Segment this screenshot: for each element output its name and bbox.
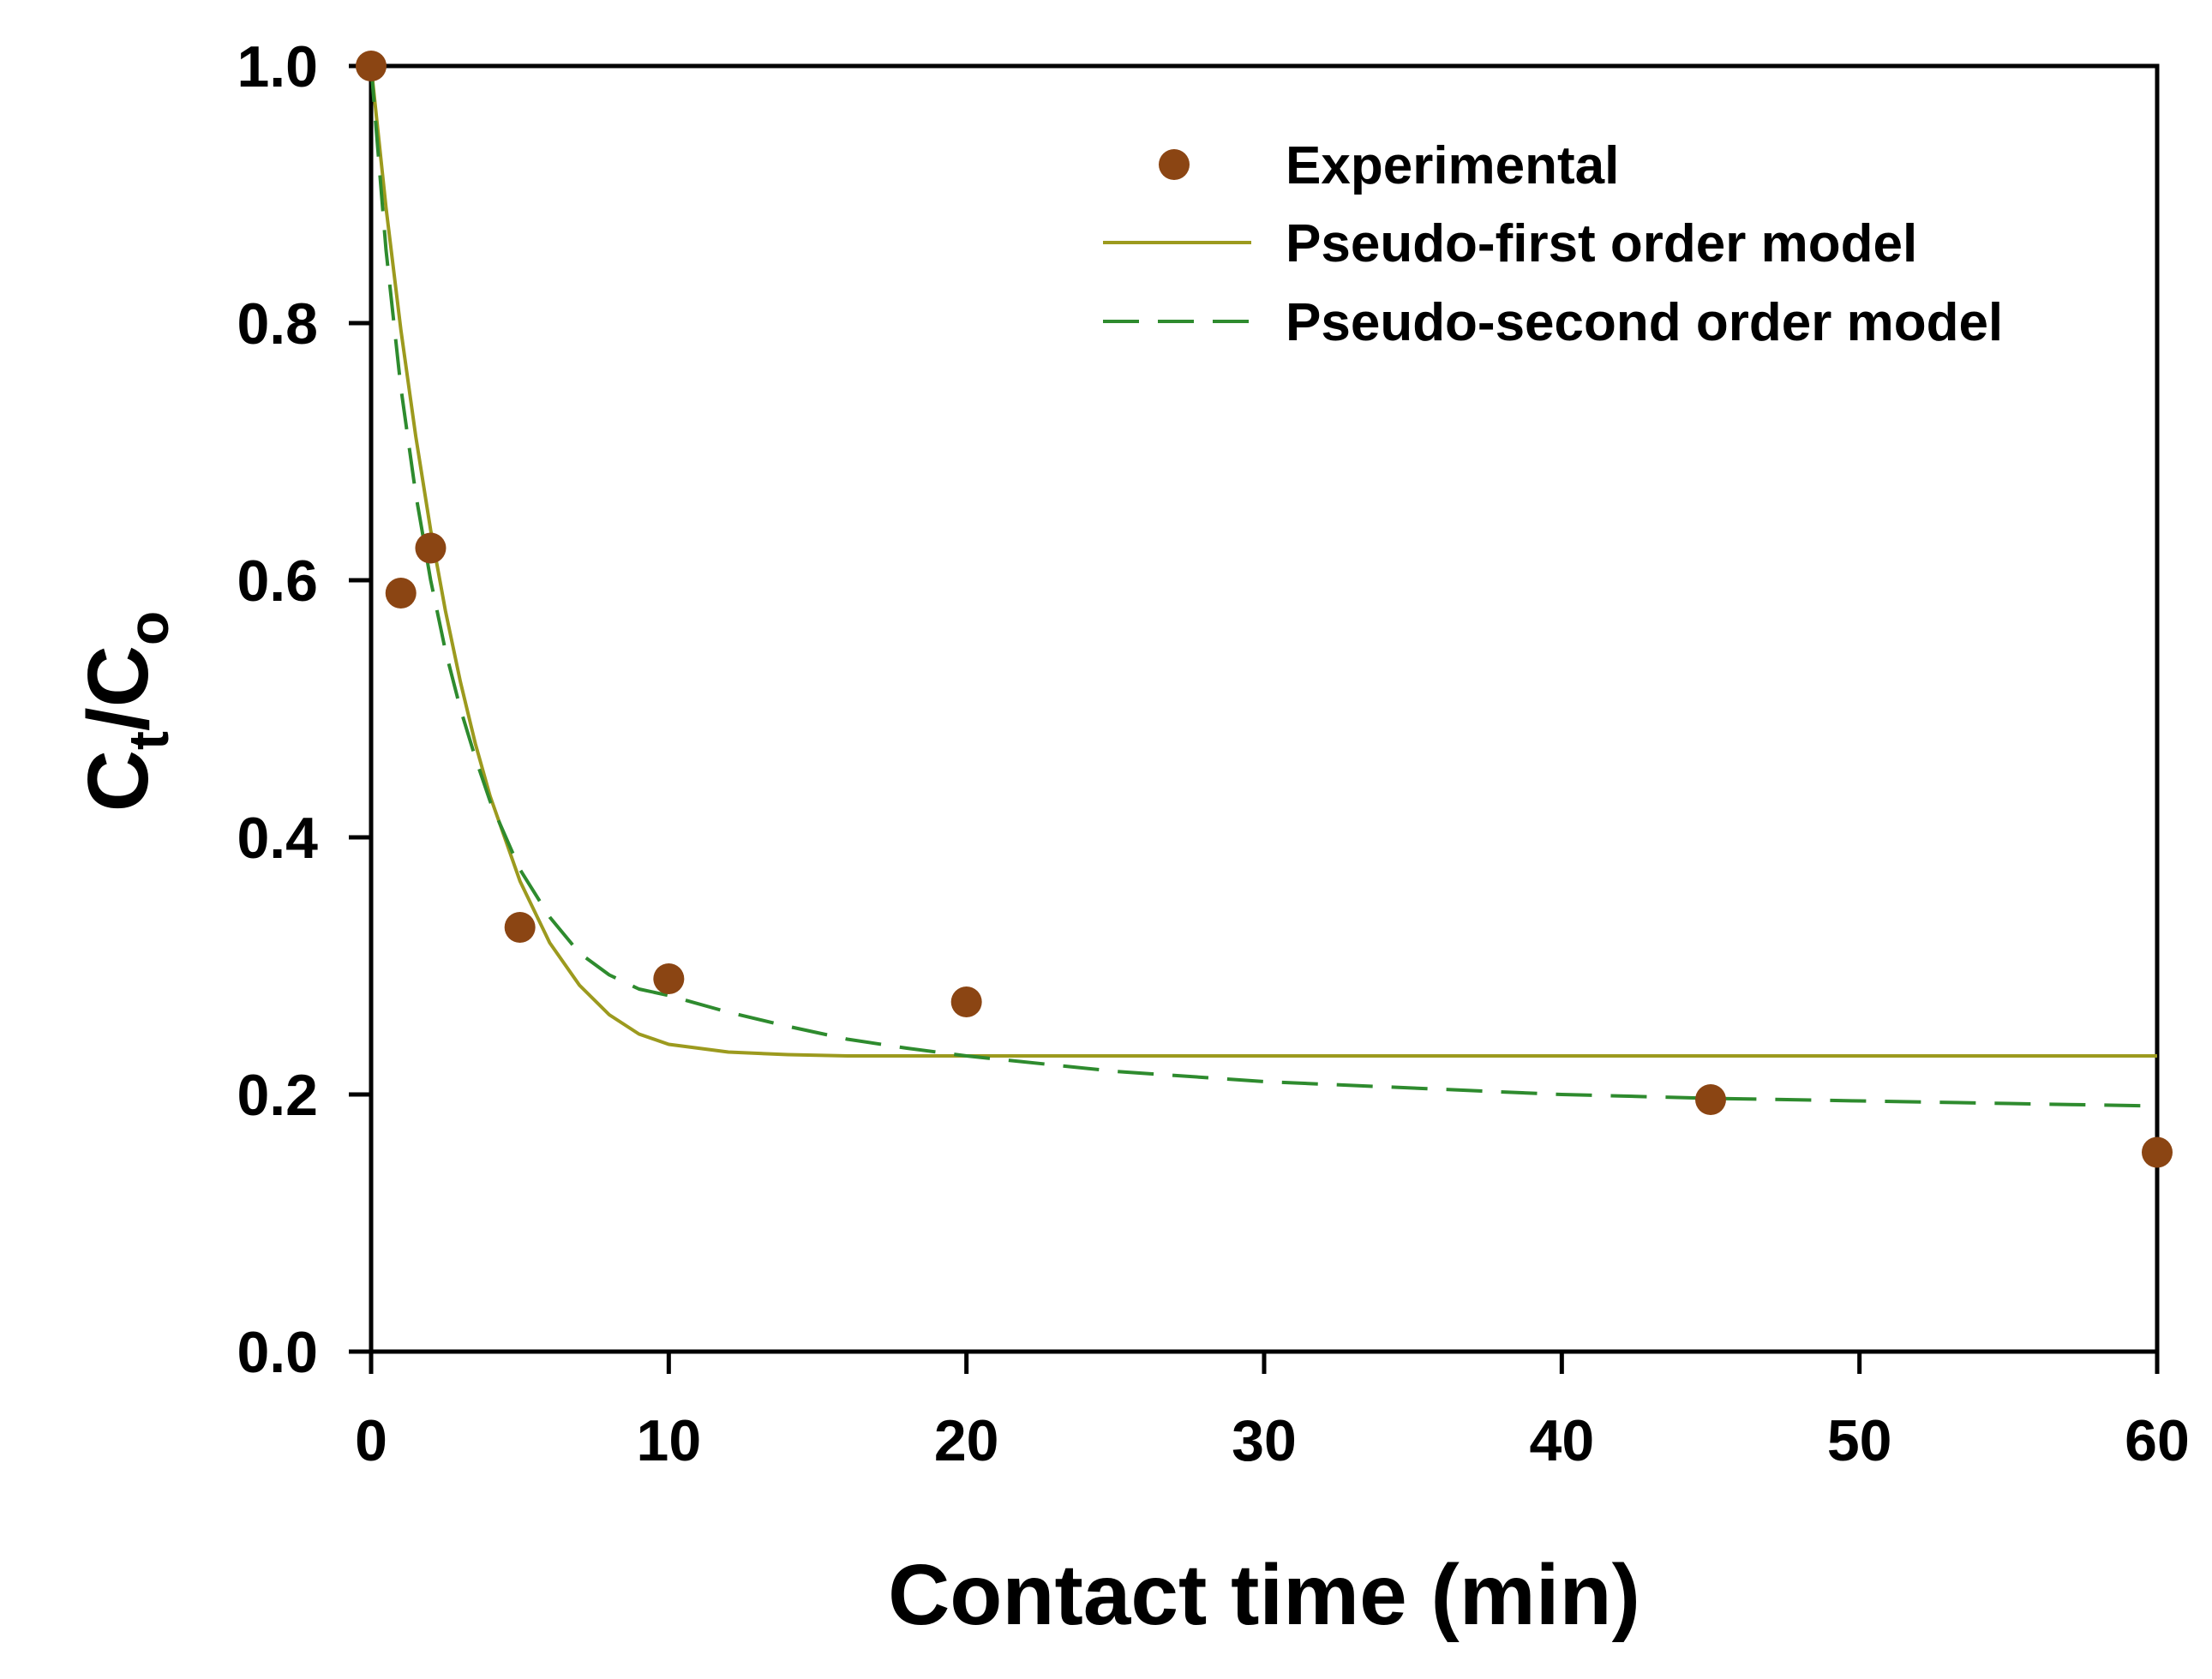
y-axis-title-sub1: t — [117, 731, 180, 750]
legend-label-experimental: Experimental — [1286, 136, 1619, 195]
experimental-point — [504, 912, 536, 943]
x-tick-label: 30 — [1232, 1408, 1297, 1473]
series-layer — [356, 51, 2173, 1168]
y-tick-label: 0.6 — [237, 549, 318, 614]
x-axis-ticks: 0 10 20 30 40 50 60 — [355, 1352, 2190, 1473]
y-axis-title-mid: /C — [70, 645, 166, 731]
y-tick-label: 0.4 — [237, 806, 318, 871]
legend: Experimental Pseudo-first order model Ps… — [1103, 136, 2003, 352]
x-axis-title: Contact time (min) — [888, 1547, 1640, 1643]
x-tick-label: 10 — [637, 1408, 702, 1473]
y-axis-ticks: 0.0 0.2 0.4 0.6 0.8 1.0 — [237, 34, 371, 1385]
pseudo-second-order-curve — [369, 65, 2158, 1108]
experimental-point — [950, 986, 982, 1017]
experimental-point — [385, 578, 417, 609]
x-tick-label: 0 — [355, 1408, 387, 1473]
legend-marker-experimental — [1159, 149, 1190, 180]
experimental-point — [1695, 1084, 1726, 1115]
y-axis-title-main: C — [70, 750, 166, 812]
x-tick-label: 60 — [2125, 1408, 2190, 1473]
experimental-point — [356, 51, 387, 81]
experimental-point — [2142, 1136, 2173, 1168]
legend-label-pseudo-first: Pseudo-first order model — [1286, 214, 1917, 273]
experimental-point — [415, 532, 447, 564]
y-tick-label: 1.0 — [237, 34, 318, 99]
x-tick-label: 50 — [1827, 1408, 1892, 1473]
x-tick-label: 20 — [934, 1408, 999, 1473]
y-tick-label: 0.2 — [237, 1063, 318, 1128]
x-tick-label: 40 — [1530, 1408, 1595, 1473]
y-tick-label: 0.8 — [237, 291, 318, 357]
pseudo-first-order-curve — [369, 65, 2157, 1058]
y-axis-title-sub2: o — [117, 611, 180, 645]
experimental-point — [653, 963, 685, 994]
y-tick-label: 0.0 — [237, 1320, 318, 1385]
y-axis-title: Ct/Co — [70, 611, 180, 813]
legend-label-pseudo-second: Pseudo-second order model — [1286, 293, 2003, 352]
